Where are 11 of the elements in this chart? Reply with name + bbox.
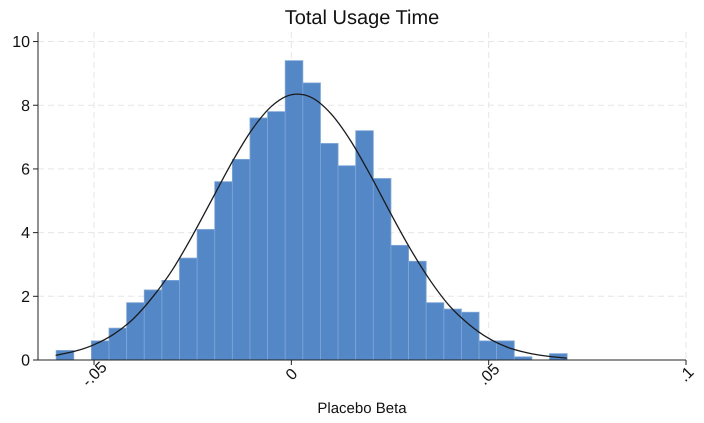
y-tick-label: 10 [12,34,30,52]
y-tick-label: 4 [21,225,30,242]
x-tick-label: 0 [282,366,302,384]
x-axis-title: Placebo Beta [317,400,408,417]
x-tick-label: .05 [476,360,504,389]
x-tick-label: -.05 [79,358,111,391]
y-tick-label: 8 [21,98,30,115]
y-tick-label: 6 [21,162,30,179]
chart-title: Total Usage Time [284,7,440,29]
y-tick-label: 2 [21,288,30,306]
x-tick-label: .1 [676,364,698,386]
